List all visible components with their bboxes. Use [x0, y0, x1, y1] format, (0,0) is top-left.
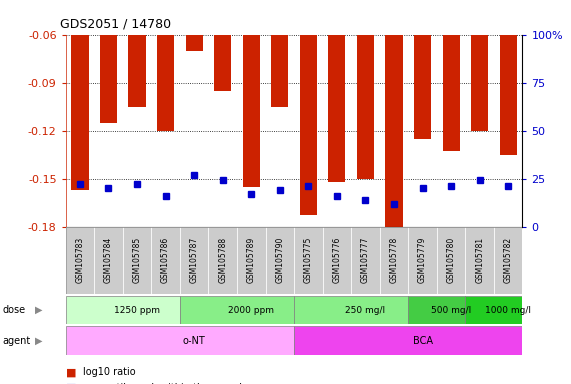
Bar — [243, 35, 260, 187]
Text: GDS2051 / 14780: GDS2051 / 14780 — [60, 18, 171, 31]
Text: GSM105790: GSM105790 — [275, 237, 284, 283]
Bar — [437, 227, 465, 294]
Text: GSM105776: GSM105776 — [332, 237, 341, 283]
Bar — [471, 35, 488, 131]
Text: 250 mg/l: 250 mg/l — [345, 306, 385, 314]
Text: percentile rank within the sample: percentile rank within the sample — [83, 383, 248, 384]
Text: GSM105778: GSM105778 — [389, 237, 399, 283]
Bar — [157, 35, 174, 131]
Bar — [294, 296, 408, 324]
Bar — [380, 227, 408, 294]
Text: o-NT: o-NT — [183, 336, 206, 346]
Bar — [71, 35, 89, 190]
Text: 2000 ppm: 2000 ppm — [228, 306, 274, 314]
Bar — [351, 227, 380, 294]
Bar — [271, 35, 288, 107]
Bar — [214, 35, 231, 91]
Bar — [186, 35, 203, 51]
Text: ■: ■ — [66, 367, 76, 377]
Bar — [408, 296, 465, 324]
Text: GSM105784: GSM105784 — [104, 237, 113, 283]
Text: 500 mg/l: 500 mg/l — [431, 306, 471, 314]
Text: GSM105786: GSM105786 — [161, 237, 170, 283]
Bar — [500, 35, 517, 155]
Bar — [66, 296, 180, 324]
Bar — [208, 227, 237, 294]
Bar — [294, 326, 522, 355]
Text: GSM105787: GSM105787 — [190, 237, 199, 283]
Text: 1250 ppm: 1250 ppm — [114, 306, 160, 314]
Bar — [66, 326, 294, 355]
Text: GSM105789: GSM105789 — [247, 237, 256, 283]
Text: ▶: ▶ — [35, 305, 43, 315]
Text: agent: agent — [3, 336, 31, 346]
Text: 1000 mg/l: 1000 mg/l — [485, 306, 531, 314]
Bar — [180, 296, 294, 324]
Bar — [300, 35, 317, 215]
Bar — [100, 35, 117, 122]
Bar — [237, 227, 266, 294]
Text: GSM105783: GSM105783 — [75, 237, 85, 283]
Text: GSM105779: GSM105779 — [418, 237, 427, 283]
Bar — [128, 35, 146, 107]
Text: log10 ratio: log10 ratio — [83, 367, 135, 377]
Text: ■: ■ — [66, 383, 76, 384]
Bar — [294, 227, 323, 294]
Text: GSM105788: GSM105788 — [218, 237, 227, 283]
Bar — [385, 35, 403, 231]
Bar — [266, 227, 294, 294]
Bar — [123, 227, 151, 294]
Text: GSM105782: GSM105782 — [504, 237, 513, 283]
Text: GSM105781: GSM105781 — [475, 237, 484, 283]
Bar — [465, 296, 522, 324]
Bar — [494, 227, 522, 294]
Bar — [443, 35, 460, 151]
Text: GSM105785: GSM105785 — [132, 237, 142, 283]
Text: GSM105775: GSM105775 — [304, 237, 313, 283]
Bar — [180, 227, 208, 294]
Text: dose: dose — [3, 305, 26, 315]
Bar — [323, 227, 351, 294]
Text: ▶: ▶ — [35, 336, 43, 346]
Bar — [328, 35, 345, 182]
Text: GSM105777: GSM105777 — [361, 237, 370, 283]
Bar — [414, 35, 431, 139]
Bar — [357, 35, 374, 179]
Bar — [408, 227, 437, 294]
Bar — [151, 227, 180, 294]
Bar — [94, 227, 123, 294]
Bar — [465, 227, 494, 294]
Text: BCA: BCA — [412, 336, 433, 346]
Text: GSM105780: GSM105780 — [447, 237, 456, 283]
Bar — [66, 227, 94, 294]
